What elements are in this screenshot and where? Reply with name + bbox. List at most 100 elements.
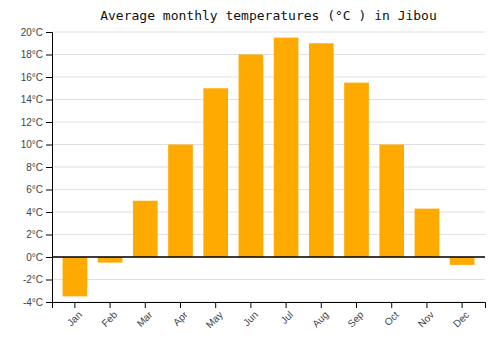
chart: -4°C -2°C 0°C 2°C 4°C 6°C 8°C 10°C 12°C 14°C 16°C 1… — [0, 0, 500, 350]
tick-label: 20°C — [21, 27, 43, 38]
tick: 10°C — [21, 139, 52, 150]
bar — [379, 145, 404, 258]
bar — [168, 145, 193, 258]
tick: Aug — [310, 302, 330, 329]
tick-label: 12°C — [21, 117, 43, 128]
tick: 6°C — [26, 184, 52, 195]
tick-mark — [321, 302, 322, 308]
tick: Mar — [135, 302, 155, 329]
tick-mark — [46, 212, 52, 213]
tick-mark — [46, 302, 52, 303]
tick-mark — [46, 55, 52, 56]
tick-label: Feb — [99, 309, 119, 329]
bar — [450, 257, 475, 265]
tick: Nov — [416, 302, 436, 329]
bar — [239, 55, 264, 258]
tick-label: 0°C — [26, 252, 43, 263]
tick-label: 18°C — [21, 49, 43, 60]
tick: 8°C — [26, 162, 52, 173]
grid — [52, 32, 485, 302]
tick-label: 16°C — [21, 72, 43, 83]
bar — [344, 83, 369, 257]
tick-mark — [145, 302, 146, 308]
y-axis: -4°C -2°C 0°C 2°C 4°C 6°C 8°C 10°C 12°C 14°C 16°C 1… — [21, 27, 53, 308]
tick-mark — [46, 77, 52, 78]
axis-line — [46, 33, 53, 303]
grid-line — [52, 189, 485, 190]
bar — [309, 43, 334, 257]
tick: 14°C — [21, 94, 52, 105]
tick-mark — [46, 257, 52, 258]
bar — [415, 209, 440, 257]
tick-mark — [180, 302, 181, 308]
bar — [63, 257, 88, 296]
tick-mark — [462, 302, 463, 308]
tick: 16°C — [21, 72, 52, 83]
grid-line — [52, 54, 485, 55]
tick: Oct — [382, 302, 401, 328]
tick-label: -4°C — [23, 297, 43, 308]
tick-mark — [46, 167, 52, 168]
tick-mark — [215, 302, 216, 308]
tick: May — [204, 302, 225, 330]
tick-mark — [46, 122, 52, 123]
grid-line — [52, 144, 485, 145]
tick: 0°C — [26, 252, 52, 263]
tick-mark — [250, 302, 251, 308]
tick-label: 6°C — [26, 184, 43, 195]
tick: -4°C — [23, 297, 52, 308]
zero-line — [52, 256, 485, 258]
bars — [52, 38, 485, 297]
tick: Feb — [99, 302, 119, 329]
grid-line — [52, 99, 485, 100]
tick-label: 8°C — [26, 162, 43, 173]
tick: -2°C — [23, 274, 52, 285]
tick: Jan — [65, 302, 84, 328]
tick: 20°C — [21, 27, 52, 38]
grid-line — [52, 279, 485, 280]
bar — [133, 201, 158, 257]
tick-mark — [74, 302, 75, 308]
tick-label: 14°C — [21, 94, 43, 105]
tick-mark — [46, 100, 52, 101]
tick: 4°C — [26, 207, 52, 218]
grid-line — [52, 167, 485, 168]
bar — [98, 257, 123, 263]
tick-label: May — [204, 309, 225, 330]
tick-mark — [286, 302, 287, 308]
bar — [203, 88, 228, 257]
tick-label: Mar — [135, 309, 155, 329]
tick: 2°C — [26, 229, 52, 240]
tick-label: 10°C — [21, 139, 43, 150]
tick: 12°C — [21, 117, 52, 128]
tick-mark — [46, 32, 52, 33]
tick-mark — [46, 145, 52, 146]
tick-label: Jan — [65, 309, 84, 328]
tick-label: Jul — [278, 309, 295, 326]
tick-label: 4°C — [26, 207, 43, 218]
tick-label: Aug — [310, 309, 330, 329]
tick-label: Sep — [345, 309, 366, 330]
tick-label: Apr — [171, 309, 190, 328]
tick-label: Dec — [451, 309, 471, 329]
tick-mark — [46, 235, 52, 236]
tick: Sep — [345, 302, 366, 329]
tick: Apr — [171, 302, 190, 328]
tick-mark — [356, 302, 357, 308]
tick-mark — [391, 302, 392, 308]
tick: Jul — [278, 302, 295, 326]
tick-mark — [110, 302, 111, 308]
grid-line — [52, 32, 485, 33]
tick: Jun — [241, 302, 260, 328]
axis-line — [53, 303, 486, 309]
tick-label: Nov — [416, 309, 436, 329]
plot: -4°C -2°C 0°C 2°C 4°C 6°C 8°C 10°C 12°C 14°C 16°C 1… — [21, 27, 486, 331]
grid-line — [52, 77, 485, 78]
tick-mark — [426, 302, 427, 308]
tick-mark — [46, 280, 52, 281]
grid-line — [52, 122, 485, 123]
tick-label: 2°C — [26, 229, 43, 240]
tick: 18°C — [21, 49, 52, 60]
tick-label: Jun — [241, 309, 260, 328]
grid-line — [52, 257, 485, 258]
